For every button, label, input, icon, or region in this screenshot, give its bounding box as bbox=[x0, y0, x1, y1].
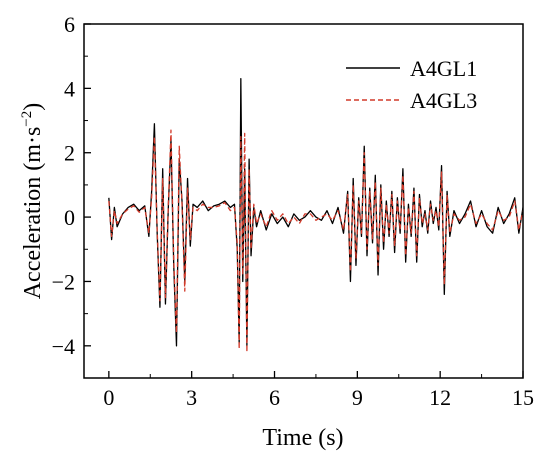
x-tick-label: 12 bbox=[429, 385, 451, 410]
legend-label-a4gl3: A4GL3 bbox=[410, 88, 477, 113]
legend-label-a4gl1: A4GL1 bbox=[410, 56, 477, 81]
y-axis-ticks: −4 −2 0 2 4 6 bbox=[52, 12, 91, 379]
legend: A4GL1 A4GL3 bbox=[346, 56, 477, 113]
x-tick-label: 0 bbox=[103, 385, 114, 410]
plot-frame bbox=[83, 23, 524, 379]
y-tick-label: −4 bbox=[52, 334, 75, 359]
y-tick-label: 6 bbox=[64, 12, 75, 37]
x-tick-label: 9 bbox=[352, 385, 363, 410]
x-axis-label: Time (s) bbox=[262, 425, 343, 451]
series-line-a4gl3 bbox=[108, 129, 523, 353]
x-tick-label: 6 bbox=[269, 385, 280, 410]
series-line-a4gl1 bbox=[108, 78, 523, 347]
y-axis-label-close: ) bbox=[20, 103, 46, 111]
y-axis-label-main: Acceleration (m·s bbox=[20, 127, 46, 300]
y-tick-label: −2 bbox=[52, 269, 75, 294]
series-layer bbox=[108, 78, 523, 353]
y-tick-label: 2 bbox=[64, 141, 75, 166]
y-tick-label: 4 bbox=[64, 76, 75, 101]
y-axis-label: Acceleration (m·s−2) bbox=[19, 103, 46, 300]
y-axis-label-exponent: −2 bbox=[19, 111, 35, 127]
x-tick-label: 3 bbox=[186, 385, 197, 410]
x-axis-ticks: 0 3 6 9 12 15 bbox=[103, 371, 534, 410]
x-tick-label: 15 bbox=[512, 385, 534, 410]
y-tick-label: 0 bbox=[64, 205, 75, 230]
